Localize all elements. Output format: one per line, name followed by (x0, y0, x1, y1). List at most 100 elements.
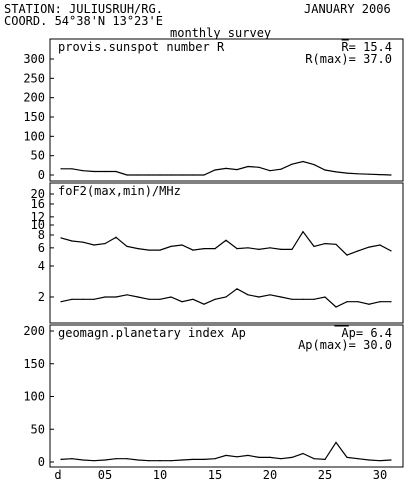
data-point (302, 298, 304, 300)
data-point (368, 459, 370, 461)
data-point (390, 250, 392, 252)
report-date: JANUARY 2006 (304, 2, 391, 16)
data-point (280, 168, 282, 170)
data-point (302, 452, 304, 455)
data-point (258, 296, 260, 298)
y-tick-label: 16 (31, 197, 45, 211)
data-point (115, 170, 117, 173)
data-point (170, 296, 172, 298)
data-point (357, 250, 359, 252)
data-point (181, 459, 183, 461)
series-line-fof2-0 (60, 230, 392, 256)
data-point (137, 174, 139, 176)
stat-value: = 6.4 (356, 326, 392, 340)
data-point (368, 246, 370, 248)
data-point (82, 241, 84, 243)
data-point (280, 248, 282, 250)
panel-title: foF2(max,min)/MHz (58, 184, 181, 198)
y-tick-label: 12 (31, 210, 45, 224)
data-point (148, 174, 150, 176)
data-point (258, 456, 260, 458)
series-line-fof2-1 (60, 288, 391, 308)
data-point (291, 298, 293, 300)
data-point (236, 288, 238, 290)
data-point (203, 303, 205, 305)
data-point (181, 174, 183, 176)
data-point (324, 169, 326, 171)
data-point (390, 459, 392, 461)
data-point (192, 174, 194, 176)
data-point (236, 248, 238, 250)
y-tick-label: 20 (31, 187, 45, 201)
data-point (93, 170, 95, 173)
y-tick-label: 4 (38, 259, 45, 273)
data-point (170, 245, 172, 247)
data-point (203, 458, 205, 460)
stat-label: R (341, 40, 349, 54)
y-tick-label: 0 (38, 168, 45, 182)
data-point (159, 460, 161, 462)
data-point (379, 460, 381, 462)
data-point (159, 298, 161, 300)
data-point (148, 298, 150, 300)
report-subtitle: monthly survey (170, 26, 272, 40)
data-point (82, 459, 84, 461)
panel-stat: R= 15.4 (341, 40, 392, 54)
data-point (225, 239, 227, 241)
data-point (93, 298, 95, 300)
data-point (291, 163, 293, 165)
data-point (379, 301, 381, 303)
data-point (280, 458, 282, 460)
stat-value: = 37.0 (349, 52, 392, 66)
data-point (82, 170, 84, 172)
data-point (247, 247, 249, 249)
panel-frame-sunspot (49, 38, 404, 182)
data-point (214, 169, 216, 171)
station-name: STATION: JULIUSRUH/RG. (4, 2, 163, 16)
data-point (192, 458, 194, 460)
y-tick-label: 150 (23, 110, 45, 124)
data-point (368, 173, 370, 175)
data-point (346, 456, 348, 458)
data-point (148, 460, 150, 462)
stat-label: Ap (341, 326, 355, 340)
panel-frame-fof2 (49, 182, 404, 324)
x-tick-label: 30 (373, 468, 387, 480)
data-point (148, 249, 150, 251)
data-point (379, 174, 381, 176)
panel-title: provis.sunspot number R (58, 40, 225, 54)
data-point (225, 454, 227, 456)
data-point (368, 303, 370, 305)
data-point (346, 172, 348, 174)
data-point (192, 298, 194, 300)
data-point (181, 244, 183, 246)
data-point (170, 174, 172, 176)
data-point (126, 294, 128, 296)
data-point (269, 247, 271, 249)
data-point (60, 301, 62, 303)
data-point (269, 170, 271, 172)
stat-value: = 15.4 (349, 40, 392, 54)
x-tick-label: 05 (98, 468, 112, 480)
data-point (357, 173, 359, 175)
y-tick-label: 100 (23, 129, 45, 143)
data-point (214, 248, 216, 250)
y-tick-label: 6 (38, 241, 45, 255)
stat-value: = 30.0 (349, 338, 392, 352)
data-point (302, 231, 304, 233)
data-point (291, 248, 293, 250)
data-point (269, 294, 271, 296)
data-point (137, 459, 139, 461)
data-point (159, 174, 161, 176)
data-point (236, 169, 238, 171)
data-point (214, 298, 216, 300)
series-line-ap-0 (60, 441, 392, 462)
data-point (60, 458, 62, 460)
data-point (335, 441, 337, 443)
data-point (137, 248, 139, 250)
data-point (390, 174, 392, 176)
x-tick-label: d (54, 468, 61, 480)
data-point (335, 306, 337, 308)
data-point (324, 243, 326, 245)
data-point (225, 296, 227, 298)
